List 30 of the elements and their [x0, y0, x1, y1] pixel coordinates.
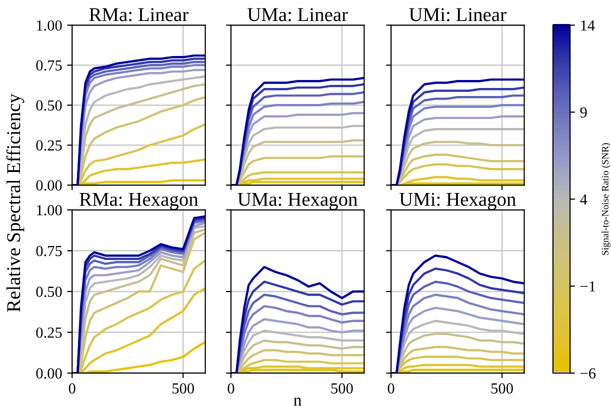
color-bar-label: 4 [580, 194, 588, 204]
y-tick-label: 0.25 [36, 140, 62, 151]
color-bar-label: 14 [581, 20, 595, 30]
chart-title: UMi: Hexagon [399, 192, 516, 210]
y-tick-label: 0.75 [36, 246, 62, 256]
x-tick-label: 0 [68, 383, 76, 394]
color-bar-label: 9 [580, 107, 587, 118]
x-tick-label: 500 [172, 383, 194, 394]
color-bar-label: −1 [580, 281, 596, 292]
chart-title: UMi: Linear [409, 8, 506, 22]
x-tick-label: 500 [331, 383, 353, 394]
y-tick-label: 0.00 [36, 368, 62, 379]
y-tick-label: 0.25 [36, 327, 62, 338]
x-tick-label: 500 [491, 383, 513, 394]
chart-title: UMa: Linear [247, 8, 348, 22]
color-bar-label: −6 [580, 368, 596, 379]
y-tick-label: 0.00 [36, 180, 62, 191]
y-tick-label: 1.00 [36, 205, 62, 216]
color-bar-title: Signal-to-Noise Ratio (SNR) [602, 143, 610, 255]
chart-title: RMa: Linear [89, 8, 188, 22]
y-tick-label: 0.50 [36, 286, 62, 298]
x-tick-label: 0 [388, 383, 394, 394]
y-axis-title: Relative Spectral Efficiency [6, 94, 24, 312]
y-tick-label: 0.50 [36, 100, 62, 111]
chart-title: RMa: Hexagon [80, 192, 198, 210]
y-tick-label: 1.00 [36, 20, 62, 31]
x-axis-title: n [294, 398, 302, 406]
chart-title: UMa: Hexagon [238, 192, 358, 210]
x-tick-label: 0 [228, 383, 234, 394]
y-tick-label: 0.75 [36, 60, 62, 71]
